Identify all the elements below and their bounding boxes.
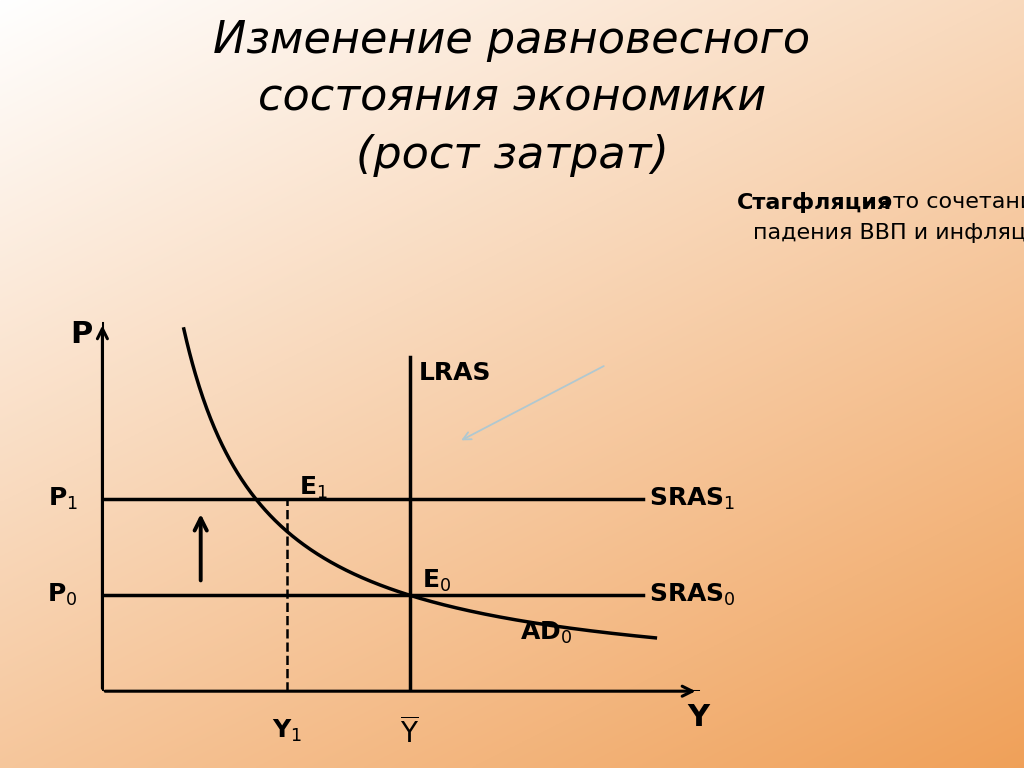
Text: (рост затрат): (рост затрат) — [355, 134, 669, 177]
Text: E$_0$: E$_0$ — [422, 568, 452, 594]
Text: E$_1$: E$_1$ — [299, 475, 328, 501]
Text: – это сочетание: – это сочетание — [855, 192, 1024, 212]
Text: P$_1$: P$_1$ — [48, 486, 78, 512]
Text: AD$_0$: AD$_0$ — [520, 620, 572, 646]
Text: P$_0$: P$_0$ — [47, 582, 78, 608]
Text: Y: Y — [687, 703, 710, 732]
Text: Y$_1$: Y$_1$ — [271, 717, 302, 743]
Text: падения ВВП и инфляции.: падения ВВП и инфляции. — [753, 223, 1024, 243]
Text: P: P — [70, 319, 92, 349]
Text: Изменение равновесного: Изменение равновесного — [213, 19, 811, 62]
Text: состояния экономики: состояния экономики — [258, 77, 766, 120]
Text: $\overline{\mathrm{Y}}$: $\overline{\mathrm{Y}}$ — [400, 717, 419, 750]
Text: SRAS$_0$: SRAS$_0$ — [649, 582, 736, 608]
Text: LRAS: LRAS — [419, 361, 492, 386]
Text: SRAS$_1$: SRAS$_1$ — [649, 486, 735, 512]
Text: Стагфляция: Стагфляция — [737, 192, 893, 213]
